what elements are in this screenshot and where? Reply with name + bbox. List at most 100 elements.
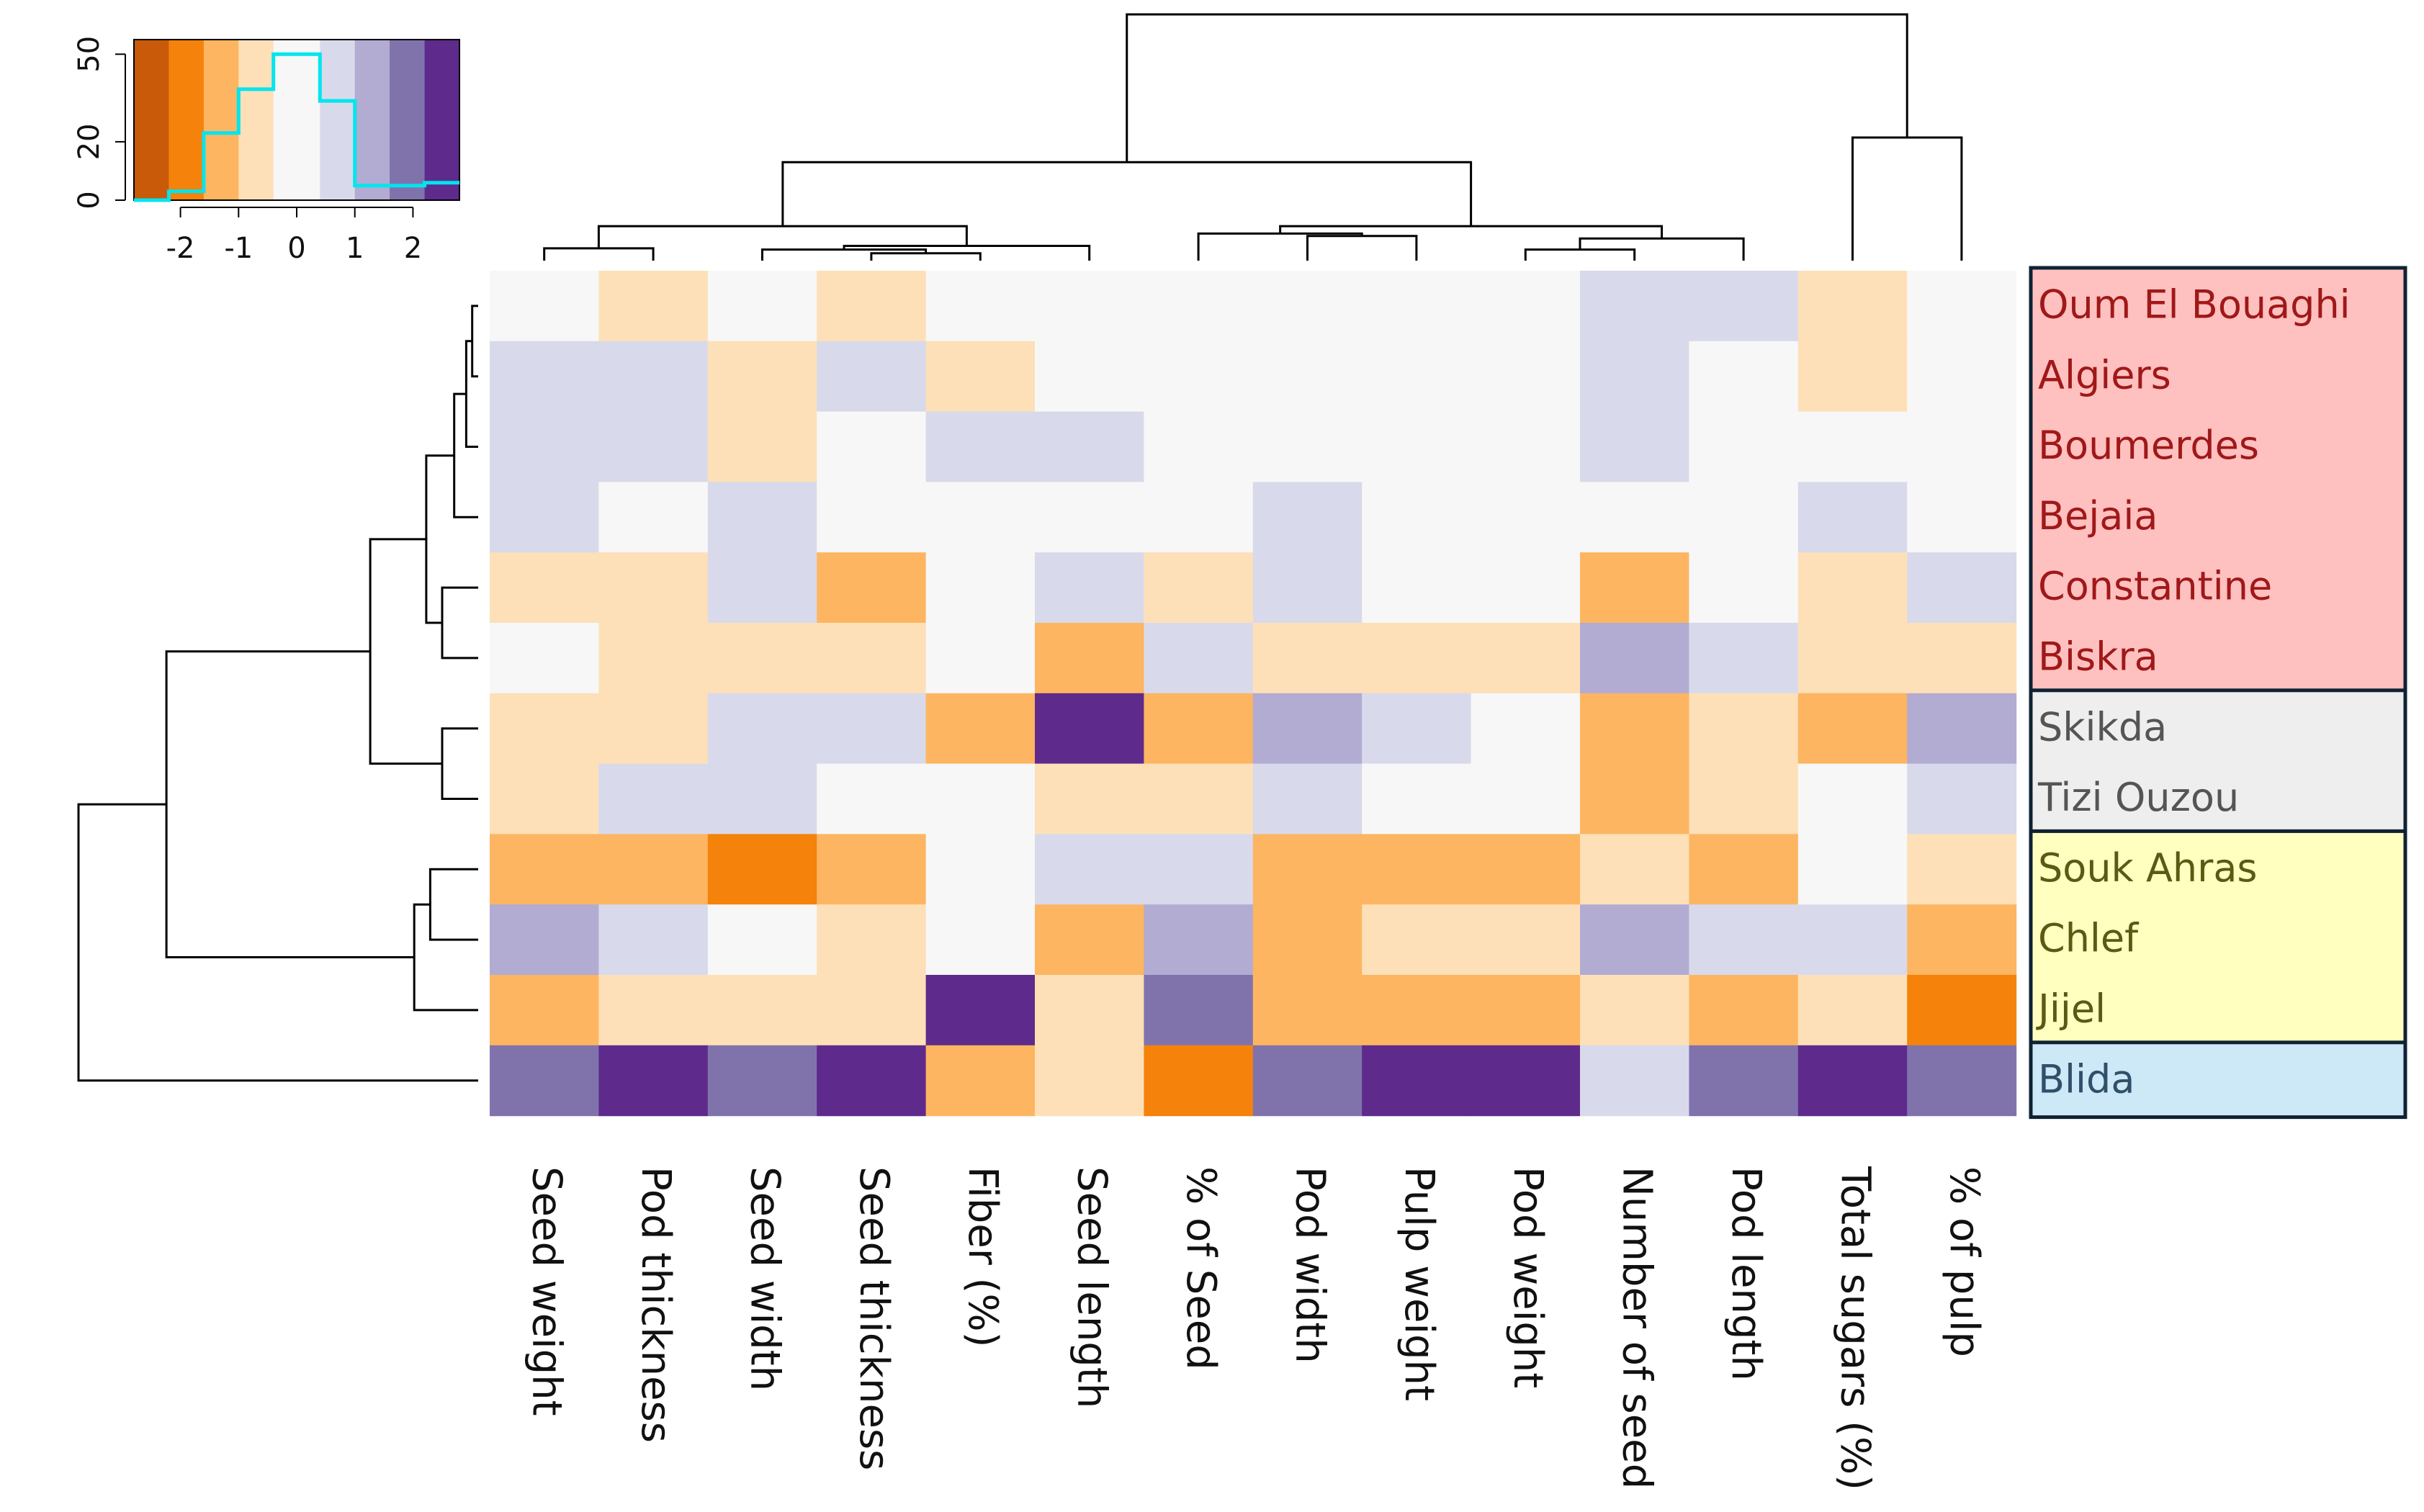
heatmap-cell xyxy=(1252,411,1363,482)
heatmap-cell xyxy=(817,904,927,976)
heatmap-cell xyxy=(1144,271,1254,342)
heatmap-cell xyxy=(490,904,599,976)
heatmap-cell xyxy=(817,552,927,624)
heatmap-cell xyxy=(1362,271,1472,342)
heatmap-cell xyxy=(598,411,709,482)
column-label-pod-length: Pod length xyxy=(1723,1166,1769,1381)
heatmap-cell xyxy=(1252,1045,1363,1117)
heatmap-cell xyxy=(1035,271,1144,342)
dendrogram-branch xyxy=(870,252,982,261)
heatmap-cell xyxy=(1144,904,1254,976)
heatmap-cell xyxy=(1797,552,1908,624)
heatmap-cell xyxy=(1797,341,1908,413)
column-label-pod-width: Pod width xyxy=(1286,1166,1333,1364)
row-group-boxes: Oum El Bouaghi Algiers Boumerdes Bejaia Cons… xyxy=(2029,266,2407,1120)
heatmap-cell xyxy=(1144,411,1254,482)
row-label-algiers: Algiers xyxy=(2038,352,2171,397)
heatmap-cell xyxy=(1580,411,1689,482)
heatmap-cell xyxy=(1689,411,1799,482)
heatmap-cell xyxy=(1035,975,1144,1046)
heatmap-cell xyxy=(1471,552,1581,624)
color-key-swatch xyxy=(354,40,390,200)
heatmap-cell xyxy=(1580,341,1689,413)
dendrogram-branch xyxy=(471,305,478,378)
color-key-swatch xyxy=(390,40,425,200)
row-group-box xyxy=(2029,1040,2407,1120)
column-label-pod-thickness: Pod thickness xyxy=(632,1166,679,1443)
heatmap-cell xyxy=(817,411,927,482)
heatmap-cell xyxy=(925,763,1036,834)
row-group-box xyxy=(2029,688,2407,834)
heatmap-cell xyxy=(1689,834,1799,905)
dendrogram-branch xyxy=(1126,13,1908,163)
column-label-pulp-weight: Pulp weight xyxy=(1396,1166,1442,1401)
dendrogram-branch xyxy=(413,903,478,1012)
heatmap-cell xyxy=(1471,904,1581,976)
heatmap-cell xyxy=(1362,623,1472,694)
heatmap-cell xyxy=(1797,763,1908,834)
color-key-frame xyxy=(133,39,460,201)
heatmap-cell xyxy=(1362,693,1472,765)
heatmap-cell xyxy=(1362,834,1472,905)
column-label-seed-weight: Seed weight xyxy=(524,1166,570,1416)
heatmap-cell xyxy=(1797,623,1908,694)
heatmap-cell xyxy=(1362,763,1472,834)
heatmap-cell xyxy=(1035,341,1144,413)
heatmap-cell xyxy=(598,623,709,694)
heatmap-cell xyxy=(1689,482,1799,553)
heatmap-cell xyxy=(707,763,817,834)
heatmap-cell xyxy=(817,1045,927,1117)
heatmap-cell xyxy=(490,271,599,342)
heatmap-cell xyxy=(1689,693,1799,765)
heatmap-cell xyxy=(1144,975,1254,1046)
row-label-boumerdes: Boumerdes xyxy=(2038,423,2259,468)
dendrogram-branch xyxy=(77,803,478,1082)
heatmap-cell xyxy=(598,975,709,1046)
heatmap-cell xyxy=(707,693,817,765)
dendrogram-branch xyxy=(543,247,655,261)
heatmap-cell xyxy=(925,411,1036,482)
heatmap-cell xyxy=(707,1045,817,1117)
heatmap-cell xyxy=(1362,341,1472,413)
heatmap-cell xyxy=(490,623,599,694)
heatmap-cell xyxy=(490,1045,599,1117)
heatmap-cell xyxy=(490,834,599,905)
heatmap-cell xyxy=(490,482,599,553)
heatmap-cell xyxy=(598,271,709,342)
heatmap-cell xyxy=(1252,834,1363,905)
heatmap-cell xyxy=(1689,975,1799,1046)
row-label-skikda: Skikda xyxy=(2038,704,2167,750)
heatmap-cell xyxy=(817,482,927,553)
heatmap-cell xyxy=(1362,1045,1472,1117)
heatmap-cell xyxy=(1144,552,1254,624)
dendrogram-branch xyxy=(1851,136,1963,261)
heatmap-cell xyxy=(1471,341,1581,413)
heatmap-cell xyxy=(1580,482,1689,553)
heatmap-cell xyxy=(1471,763,1581,834)
heatmap-cell xyxy=(925,975,1036,1046)
heatmap-cell xyxy=(925,271,1036,342)
color-key-swatch xyxy=(273,40,320,200)
dendrogram-branch xyxy=(165,650,415,959)
column-label-fiber: Fiber (%) xyxy=(959,1166,1006,1347)
heatmap-cell xyxy=(1252,271,1363,342)
heatmap-cell xyxy=(817,693,927,765)
heatmap-cell xyxy=(490,552,599,624)
heatmap-cell xyxy=(1144,482,1254,553)
heatmap-cell xyxy=(1144,763,1254,834)
heatmap-cell xyxy=(1797,271,1908,342)
heatmap-cell xyxy=(925,904,1036,976)
heatmap-cell xyxy=(1689,763,1799,834)
column-label-seed-thickness: Seed thickness xyxy=(850,1166,897,1470)
dendrogram-branch xyxy=(441,727,478,800)
heatmap-cell xyxy=(817,271,927,342)
heatmap-cell xyxy=(1797,482,1908,553)
color-key-y-tick-label: 50 xyxy=(73,36,106,73)
heatmap-cell xyxy=(1035,834,1144,905)
row-label-oum-el-bouaghi: Oum El Bouaghi xyxy=(2038,282,2351,328)
color-key-swatch xyxy=(169,40,205,200)
heatmap-cell xyxy=(1689,623,1799,694)
heatmap-cell xyxy=(1580,1045,1689,1117)
heatmap-cell xyxy=(817,834,927,905)
